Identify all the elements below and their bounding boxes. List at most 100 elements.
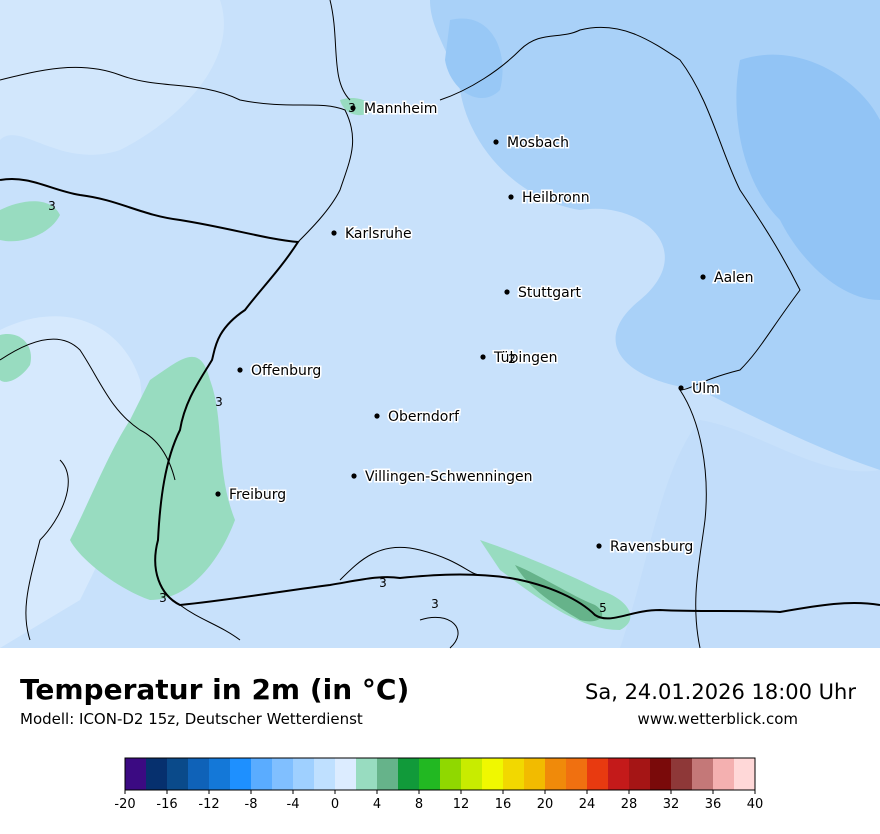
temp-area bbox=[340, 98, 375, 116]
city-label: Mosbach bbox=[507, 135, 569, 151]
colorbar-segment bbox=[230, 758, 252, 790]
city-dot bbox=[596, 543, 602, 549]
city-label: Aalen bbox=[714, 270, 754, 286]
temp-area bbox=[445, 18, 503, 99]
colorbar-tick-label: 16 bbox=[495, 797, 512, 812]
city-dot bbox=[700, 274, 706, 280]
contour-label: 3 bbox=[431, 597, 439, 611]
city-dot bbox=[504, 289, 510, 295]
city-dot bbox=[350, 105, 356, 111]
map-subtitle: Modell: ICON-D2 15z, Deutscher Wetterdie… bbox=[20, 710, 363, 728]
colorbar-tick-label: -12 bbox=[198, 797, 219, 812]
colorbar-segment bbox=[356, 758, 378, 790]
temp-area bbox=[0, 316, 142, 648]
colorbar-segment bbox=[335, 758, 357, 790]
contour-label: 3 bbox=[48, 199, 56, 213]
colorbar-segment bbox=[692, 758, 714, 790]
colorbar: -20 -16 -12 -8 -4 0 4 8 12 16 20 24 28 32 36 40 bbox=[114, 757, 764, 812]
temp-area bbox=[736, 54, 880, 301]
temp-area bbox=[0, 334, 31, 382]
temp-area bbox=[620, 420, 880, 648]
colorbar-segment bbox=[671, 758, 693, 790]
temp-area bbox=[515, 565, 603, 622]
colorbar-tick-label: 4 bbox=[373, 797, 381, 812]
colorbar-segment bbox=[167, 758, 189, 790]
colorbar-tick-label: -16 bbox=[156, 797, 177, 812]
temp-area bbox=[70, 356, 235, 600]
contour-label-layer: 3 3 3 2 3 3 3 5 bbox=[48, 101, 607, 615]
contour-label: 3 bbox=[379, 576, 387, 590]
colorbar-tick-label: 36 bbox=[705, 797, 722, 812]
colorbar-segment bbox=[125, 758, 147, 790]
colorbar-tick-label: 20 bbox=[537, 797, 554, 812]
colorbar-segment bbox=[398, 758, 420, 790]
colorbar-segment bbox=[650, 758, 672, 790]
colorbar-tick-label: 12 bbox=[453, 797, 470, 812]
forecast-datetime: Sa, 24.01.2026 18:00 Uhr bbox=[585, 680, 856, 704]
colorbar-segment bbox=[482, 758, 504, 790]
contour-label: 3 bbox=[215, 395, 223, 409]
colorbar-tick-label: 40 bbox=[747, 797, 764, 812]
website: www.wetterblick.com bbox=[638, 710, 798, 728]
city-dot bbox=[237, 367, 243, 373]
city-dot bbox=[374, 413, 380, 419]
colorbar-segment bbox=[146, 758, 168, 790]
colorbar-tick-label: 0 bbox=[331, 797, 339, 812]
colorbar-tick-label: -20 bbox=[114, 797, 135, 812]
colorbar-segment bbox=[629, 758, 651, 790]
city-label: Tübingen bbox=[493, 350, 558, 366]
colorbar-segment bbox=[734, 758, 756, 790]
colorbar-segment bbox=[608, 758, 630, 790]
temp-area bbox=[0, 201, 60, 242]
colorbar-tick-label: 24 bbox=[579, 797, 596, 812]
contour-label: 2 bbox=[508, 352, 516, 366]
city-dot bbox=[215, 491, 221, 497]
city-label: Freiburg bbox=[229, 487, 286, 503]
colorbar-tick-label: 32 bbox=[663, 797, 680, 812]
colorbar-segment bbox=[251, 758, 273, 790]
colorbar-tick-label: 8 bbox=[415, 797, 423, 812]
city-label: Heilbronn bbox=[522, 190, 590, 206]
city-label: Karlsruhe bbox=[345, 226, 412, 242]
city-dot bbox=[351, 473, 357, 479]
city-label: Mannheim bbox=[364, 101, 437, 117]
map bbox=[0, 0, 880, 649]
temp-area bbox=[0, 0, 224, 155]
colorbar-segment bbox=[314, 758, 336, 790]
colorbar-segment bbox=[545, 758, 567, 790]
colorbar-segment bbox=[293, 758, 315, 790]
city-label: Ulm bbox=[692, 381, 720, 397]
city-label: Stuttgart bbox=[518, 285, 581, 301]
colorbar-segment bbox=[587, 758, 609, 790]
colorbar-segment bbox=[272, 758, 294, 790]
contour-label: 3 bbox=[348, 101, 356, 115]
contour-label: 5 bbox=[599, 601, 607, 615]
colorbar-segment bbox=[419, 758, 441, 790]
city-label: Offenburg bbox=[251, 363, 321, 379]
colorbar-segment bbox=[461, 758, 483, 790]
city-dot bbox=[480, 354, 486, 360]
colorbar-segment bbox=[566, 758, 588, 790]
colorbar-segment bbox=[377, 758, 399, 790]
colorbar-tick-label: -8 bbox=[245, 797, 258, 812]
map-title: Temperatur in 2m (in °C) bbox=[20, 673, 409, 706]
city-dot bbox=[508, 194, 514, 200]
colorbar-segment bbox=[188, 758, 210, 790]
colorbar-tick-label: 28 bbox=[621, 797, 638, 812]
city-layer: Mannheim Mosbach Heilbronn Karlsruhe Aalen St… bbox=[215, 100, 755, 557]
city-label: Oberndorf bbox=[388, 409, 460, 425]
colorbar-segment bbox=[503, 758, 525, 790]
city-label: Ravensburg bbox=[610, 539, 693, 555]
city-dot bbox=[678, 385, 684, 391]
colorbar-segment bbox=[209, 758, 231, 790]
colorbar-frame bbox=[124, 757, 756, 791]
region-border bbox=[0, 0, 801, 649]
colorbar-segment bbox=[440, 758, 462, 790]
colorbar-segment bbox=[524, 758, 546, 790]
state-border bbox=[0, 178, 880, 620]
colorbar-segment bbox=[713, 758, 735, 790]
colorbar-tick-label: -4 bbox=[287, 797, 300, 812]
city-dot bbox=[331, 230, 337, 236]
